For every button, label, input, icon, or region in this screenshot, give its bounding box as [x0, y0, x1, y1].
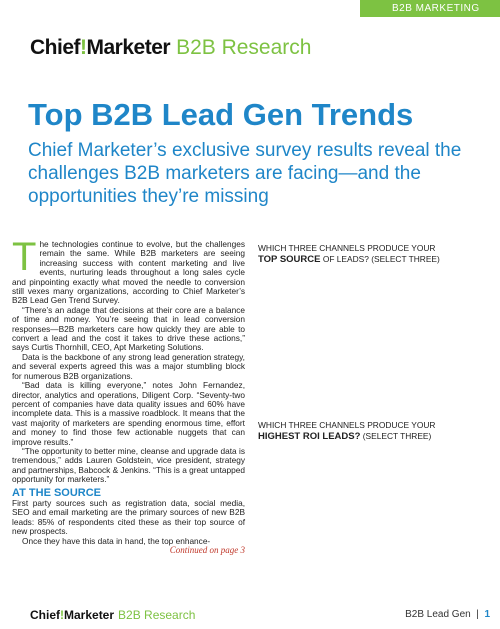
section-tag: B2B MARKETING — [360, 0, 500, 17]
chart-title-bold: HIGHEST ROI LEADS? — [258, 430, 361, 442]
paragraph: Once they have this data in hand, the to… — [22, 535, 211, 546]
chart-title-rest: OF LEADS? (SELECT THREE) — [322, 253, 440, 264]
chart: SEO49%LIVE EVENTS59%SOCIAL15%EMAIL62%RET… — [252, 268, 497, 418]
footer-info: B2B Lead Gen | 1 — [380, 609, 490, 620]
logo-brand: Chief — [30, 608, 60, 622]
logo-brand: Marketer — [64, 608, 115, 622]
chart-title-rest: (SELECT THREE) — [362, 430, 432, 441]
paragraph: Data is the backbone of any strong lead … — [12, 351, 245, 381]
chart: SEO46%LIVE EVENTS54%SOCIAL20%EMAIL61%RET… — [252, 445, 497, 595]
drop-cap: T — [12, 235, 37, 279]
logo-mark: ! — [60, 608, 64, 622]
footer-logo: Chief!Marketer B2B Research — [30, 608, 195, 622]
logo-brand: Marketer — [86, 36, 171, 59]
logo-brand: Chief — [30, 36, 81, 59]
title: Top B2B Lead Gen Trends — [28, 97, 414, 132]
paragraph: “Bad data is killing everyone,” notes Jo… — [12, 380, 245, 447]
logo-sub: B2B Research — [118, 608, 196, 622]
chart-title-bold: TOP SOURCE — [258, 253, 321, 265]
logo: Chief!Marketer B2B Research — [30, 36, 311, 60]
chart-title-lead: WHICH THREE CHANNELS PRODUCE YOUR — [258, 243, 436, 253]
page-number: 1 — [484, 609, 490, 620]
paragraph: “The opportunity to better mine, cleanse… — [12, 445, 245, 485]
paragraph: First party sources such as registration… — [12, 497, 245, 537]
paragraph: “There’s an adage that decisions at thei… — [12, 304, 245, 353]
footer-divider: | — [476, 609, 479, 620]
logo-sub: B2B Research — [176, 36, 312, 59]
footer-section: B2B Lead Gen — [405, 609, 471, 620]
chart-title: WHICH THREE CHANNELS PRODUCE YOUR HIGHEST… — [258, 420, 498, 442]
chart-title-lead: WHICH THREE CHANNELS PRODUCE YOUR — [258, 420, 436, 430]
paragraph-text: he technologies continue to evolve, but … — [12, 239, 245, 306]
logo-mark: ! — [80, 36, 87, 59]
subtitle: Chief Marketer’s exclusive survey result… — [28, 140, 462, 207]
continued-note: Continued on page 3 — [169, 545, 245, 555]
chart-title: WHICH THREE CHANNELS PRODUCE YOUR TOP SOU… — [258, 243, 498, 265]
section-heading: AT THE SOURCE — [12, 486, 102, 499]
